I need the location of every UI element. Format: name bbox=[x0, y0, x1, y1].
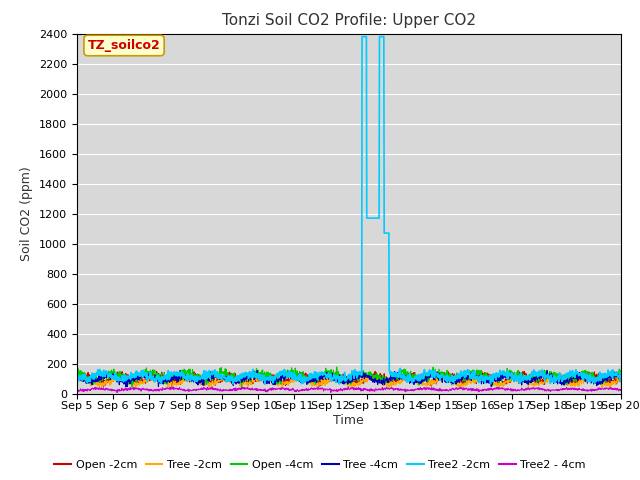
Tree2 -2cm bbox=[383, 230, 391, 236]
Tree2 - 4cm bbox=[115, 386, 123, 392]
Text: TZ_soilco2: TZ_soilco2 bbox=[88, 39, 161, 52]
Tree2 - 4cm bbox=[383, 385, 391, 391]
Line: Tree2 - 4cm: Tree2 - 4cm bbox=[77, 387, 621, 393]
Tree -2cm bbox=[316, 381, 323, 386]
Open -2cm bbox=[115, 373, 123, 379]
Open -2cm bbox=[168, 384, 176, 389]
Open -4cm bbox=[325, 371, 333, 377]
Open -2cm bbox=[617, 375, 625, 381]
Tree2 -2cm bbox=[325, 375, 333, 381]
Open -2cm bbox=[73, 375, 81, 381]
Open -2cm bbox=[326, 376, 333, 382]
Open -4cm bbox=[138, 371, 145, 376]
Tree -4cm bbox=[138, 372, 145, 377]
Open -4cm bbox=[304, 375, 312, 381]
Tree -2cm bbox=[73, 376, 81, 382]
Y-axis label: Soil CO2 (ppm): Soil CO2 (ppm) bbox=[20, 166, 33, 261]
Tree2 - 4cm bbox=[113, 390, 121, 396]
Open -4cm bbox=[333, 364, 340, 370]
Tree -2cm bbox=[383, 381, 391, 386]
Tree2 -2cm bbox=[137, 373, 145, 379]
Tree2 -2cm bbox=[617, 374, 625, 380]
Tree -2cm bbox=[305, 381, 312, 386]
Tree2 - 4cm bbox=[314, 384, 322, 390]
Tree -4cm bbox=[122, 384, 130, 390]
Open -4cm bbox=[73, 375, 81, 381]
Line: Tree2 -2cm: Tree2 -2cm bbox=[77, 36, 621, 384]
Line: Tree -2cm: Tree -2cm bbox=[77, 374, 621, 388]
Open -4cm bbox=[316, 375, 323, 381]
Tree2 -2cm bbox=[304, 378, 312, 384]
Tree2 - 4cm bbox=[617, 387, 625, 393]
Tree -2cm bbox=[138, 379, 145, 384]
Tree2 - 4cm bbox=[316, 386, 323, 392]
Tree2 - 4cm bbox=[73, 386, 81, 392]
Tree2 - 4cm bbox=[326, 387, 333, 393]
Tree2 -2cm bbox=[316, 370, 323, 376]
Open -4cm bbox=[383, 377, 391, 383]
Tree -2cm bbox=[244, 385, 252, 391]
Open -4cm bbox=[115, 372, 123, 378]
Tree -4cm bbox=[325, 374, 333, 380]
Open -2cm bbox=[149, 367, 157, 373]
Tree2 -2cm bbox=[358, 34, 366, 39]
Line: Open -2cm: Open -2cm bbox=[77, 370, 621, 386]
Open -2cm bbox=[383, 378, 391, 384]
X-axis label: Time: Time bbox=[333, 414, 364, 427]
Line: Open -4cm: Open -4cm bbox=[77, 367, 621, 386]
Open -2cm bbox=[316, 377, 323, 383]
Open -2cm bbox=[305, 376, 312, 382]
Tree -2cm bbox=[115, 371, 122, 377]
Open -2cm bbox=[137, 376, 145, 382]
Open -4cm bbox=[617, 373, 625, 379]
Tree -2cm bbox=[326, 377, 333, 383]
Line: Tree -4cm: Tree -4cm bbox=[77, 371, 621, 387]
Tree -4cm bbox=[316, 376, 323, 382]
Tree -2cm bbox=[115, 377, 123, 383]
Legend: Open -2cm, Tree -2cm, Open -4cm, Tree -4cm, Tree2 -2cm, Tree2 - 4cm: Open -2cm, Tree -2cm, Open -4cm, Tree -4… bbox=[50, 456, 590, 474]
Tree2 - 4cm bbox=[304, 386, 312, 392]
Open -4cm bbox=[128, 384, 136, 389]
Tree2 -2cm bbox=[115, 374, 123, 380]
Tree -4cm bbox=[543, 368, 551, 373]
Tree -4cm bbox=[73, 375, 81, 381]
Tree -2cm bbox=[617, 377, 625, 383]
Title: Tonzi Soil CO2 Profile: Upper CO2: Tonzi Soil CO2 Profile: Upper CO2 bbox=[222, 13, 476, 28]
Tree -4cm bbox=[304, 377, 312, 383]
Tree2 -2cm bbox=[73, 376, 81, 382]
Tree -4cm bbox=[115, 374, 123, 380]
Tree -4cm bbox=[617, 376, 625, 382]
Tree -4cm bbox=[383, 378, 390, 384]
Tree2 - 4cm bbox=[138, 386, 145, 392]
Tree2 -2cm bbox=[261, 381, 269, 387]
